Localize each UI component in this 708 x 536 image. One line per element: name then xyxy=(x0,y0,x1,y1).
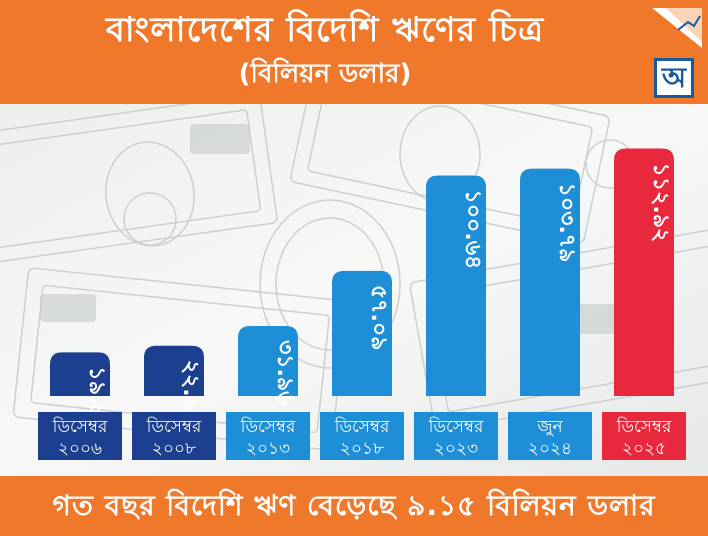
bar-5 xyxy=(426,175,486,396)
category-period-4: ২০১৮ xyxy=(340,439,384,459)
category-label-6: জুন xyxy=(536,417,563,437)
category-period-7: ২০২৫ xyxy=(622,439,666,459)
category-box-2 xyxy=(132,412,216,460)
bar-chart: ১৯.৮৯ডিসেম্বর২০০৬২২.৯৬ডিসেম্বর২০০৮৩১.৯৬ড… xyxy=(38,148,686,460)
category-box-1 xyxy=(38,412,122,460)
category-label-3: ডিসেম্বর xyxy=(240,416,296,437)
bar-value-label-6: ১০৩.৭৯ xyxy=(554,183,579,263)
category-box-7 xyxy=(602,412,686,460)
category-box-6 xyxy=(508,412,592,460)
bar-2 xyxy=(144,345,204,396)
page-curl-icon xyxy=(652,8,702,48)
bar-value-label-4: ৫৭.০৯ xyxy=(366,285,391,351)
bar-value-label-7: ১১২.৯২ xyxy=(648,163,673,243)
chart-subtitle: (বিলিয়ন ডলার) xyxy=(238,59,412,89)
bar-3 xyxy=(238,325,298,396)
category-label-1: ডিসেম্বর xyxy=(52,416,108,437)
category-box-3 xyxy=(226,412,310,460)
bar-value-label-3: ৩১.৯৬ xyxy=(272,340,297,406)
publisher-logo: অ xyxy=(652,8,702,98)
category-box-5 xyxy=(414,412,498,460)
category-period-5: ২০২৩ xyxy=(434,439,478,459)
category-label-7: ডিসেম্বর xyxy=(616,416,672,437)
bar-4 xyxy=(332,270,392,396)
category-label-5: ডিসেম্বর xyxy=(428,416,484,437)
footer-caption: গত বছর বিদেশি ঋণ বেড়েছে ৯.১৫ বিলিয়ন ডল… xyxy=(52,489,656,522)
category-period-2: ২০০৮ xyxy=(152,439,196,459)
bar-7 xyxy=(614,148,674,396)
category-box-4 xyxy=(320,412,404,460)
category-period-6: ২০২৪ xyxy=(528,439,572,459)
chart-title: বাংলাদেশের বিদেশি ঋণের চিত্র xyxy=(105,10,545,50)
footer-banner: গত বছর বিদেশি ঋণ বেড়েছে ৯.১৫ বিলিয়ন ডল… xyxy=(0,476,708,536)
bar-1 xyxy=(50,352,110,396)
category-period-1: ২০০৬ xyxy=(58,439,102,459)
logo-mark: অ xyxy=(654,58,694,98)
category-period-3: ২০১৩ xyxy=(246,439,290,459)
category-label-4: ডিসেম্বর xyxy=(334,416,390,437)
category-label-2: ডিসেম্বর xyxy=(146,416,202,437)
bar-value-label-5: ১০০.৬৪ xyxy=(460,189,485,269)
bar-6 xyxy=(520,168,580,396)
header-banner: বাংলাদেশের বিদেশি ঋণের চিত্র (বিলিয়ন ডল… xyxy=(0,0,708,104)
